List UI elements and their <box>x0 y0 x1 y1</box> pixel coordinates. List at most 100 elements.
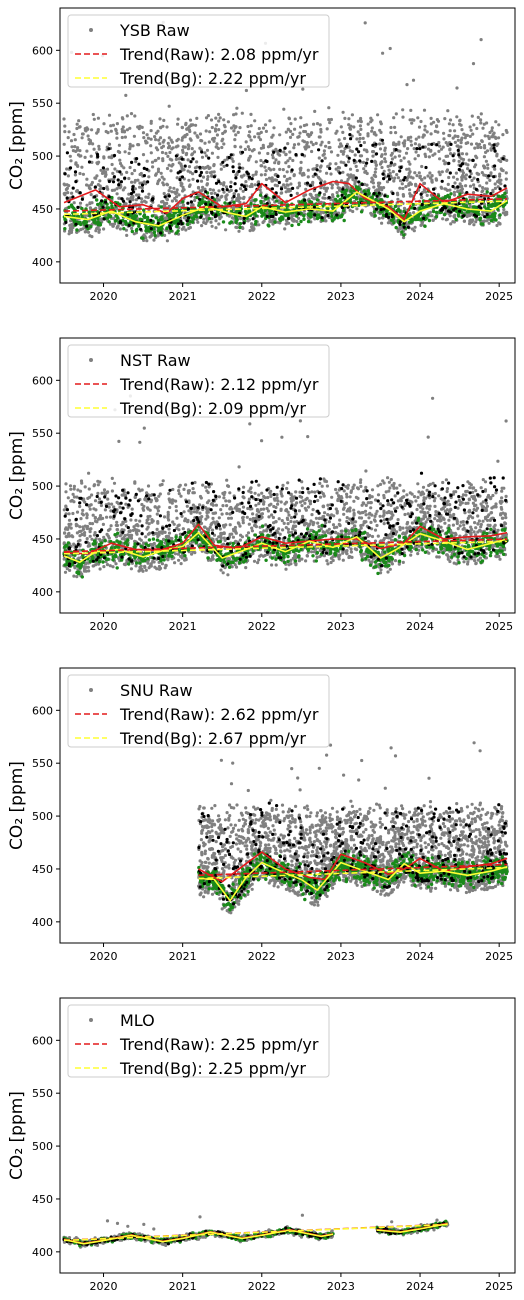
raw-point <box>69 159 73 163</box>
raw-point <box>163 203 167 207</box>
background-point <box>203 210 208 214</box>
raw-point <box>456 189 460 194</box>
raw-point <box>313 196 317 201</box>
raw-point <box>92 147 96 151</box>
raw-point <box>226 120 230 124</box>
raw-point <box>464 177 468 181</box>
raw-point <box>456 138 460 142</box>
raw-point <box>275 178 279 182</box>
raw-point <box>165 166 170 171</box>
raw-point <box>128 165 132 170</box>
raw-point <box>233 138 237 142</box>
background-point <box>297 222 301 227</box>
background-point <box>496 207 500 211</box>
raw-point <box>121 125 125 129</box>
background-point <box>169 213 174 218</box>
daily-mean-point <box>140 183 145 187</box>
raw-point <box>312 122 316 126</box>
raw-point <box>259 191 263 195</box>
daily-mean-point <box>498 187 502 191</box>
raw-point <box>220 145 224 150</box>
raw-point <box>437 149 441 153</box>
raw-point <box>151 165 155 169</box>
raw-point <box>123 135 127 139</box>
background-point <box>458 192 462 196</box>
raw-point <box>267 515 271 519</box>
background-point <box>326 206 330 211</box>
daily-mean-point <box>374 207 378 211</box>
raw-point <box>402 236 406 240</box>
background-point <box>87 210 91 214</box>
background-point <box>69 203 74 207</box>
daily-mean-point <box>78 191 82 195</box>
background-point <box>306 212 310 217</box>
raw-point <box>484 173 488 178</box>
raw-point <box>431 481 435 485</box>
raw-point <box>406 147 410 151</box>
raw-point <box>350 113 354 117</box>
background-point <box>98 201 103 205</box>
raw-point <box>86 230 91 234</box>
raw-point <box>323 180 327 184</box>
raw-point <box>305 143 309 147</box>
raw-point <box>162 191 166 196</box>
trend-bg-line <box>63 200 508 216</box>
raw-point <box>118 150 122 154</box>
legend-entry: YSB Raw <box>119 21 190 40</box>
background-point <box>197 201 202 205</box>
raw-point <box>323 156 327 160</box>
raw-point <box>222 181 226 185</box>
raw-point <box>382 186 386 190</box>
background-point <box>402 233 406 237</box>
daily-mean-point <box>217 180 221 184</box>
daily-mean-point <box>102 186 106 191</box>
raw-point <box>140 197 144 201</box>
raw-point <box>138 519 142 523</box>
raw-point <box>376 484 380 488</box>
background-point <box>95 198 99 202</box>
daily-mean-point <box>402 225 406 229</box>
raw-point <box>166 154 170 158</box>
background-point <box>489 219 494 223</box>
raw-point <box>223 130 227 134</box>
raw-point <box>444 154 448 158</box>
raw-point <box>203 141 207 145</box>
background-point <box>63 227 67 231</box>
daily-mean-point <box>448 171 452 175</box>
raw-point <box>452 214 456 218</box>
raw-point <box>328 121 332 125</box>
raw-point <box>363 170 367 174</box>
raw-point <box>306 168 310 172</box>
raw-point <box>339 125 343 129</box>
raw-point <box>438 519 442 523</box>
raw-point <box>479 38 483 42</box>
raw-point <box>107 155 111 159</box>
raw-point <box>187 128 191 132</box>
raw-point <box>152 238 156 242</box>
raw-point <box>138 440 142 444</box>
daily-mean-point <box>439 208 443 212</box>
daily-mean-point <box>420 203 424 207</box>
raw-point <box>323 196 327 200</box>
raw-point <box>230 216 234 220</box>
raw-point <box>379 568 383 572</box>
daily-mean-point <box>297 212 301 216</box>
raw-point <box>433 152 437 156</box>
daily-mean-point <box>232 194 236 199</box>
raw-point <box>193 131 197 135</box>
raw-point <box>486 163 490 167</box>
raw-point <box>360 190 364 194</box>
raw-point <box>220 139 224 143</box>
raw-point <box>283 227 287 231</box>
raw-point <box>329 172 333 176</box>
raw-point <box>264 129 268 133</box>
raw-point <box>380 188 384 192</box>
raw-point <box>486 166 490 170</box>
daily-mean-point <box>418 147 422 151</box>
daily-mean-point <box>319 181 323 185</box>
raw-point <box>182 216 186 220</box>
raw-point <box>144 568 148 572</box>
raw-point <box>318 481 322 485</box>
raw-point <box>145 159 149 163</box>
raw-point <box>160 150 165 155</box>
